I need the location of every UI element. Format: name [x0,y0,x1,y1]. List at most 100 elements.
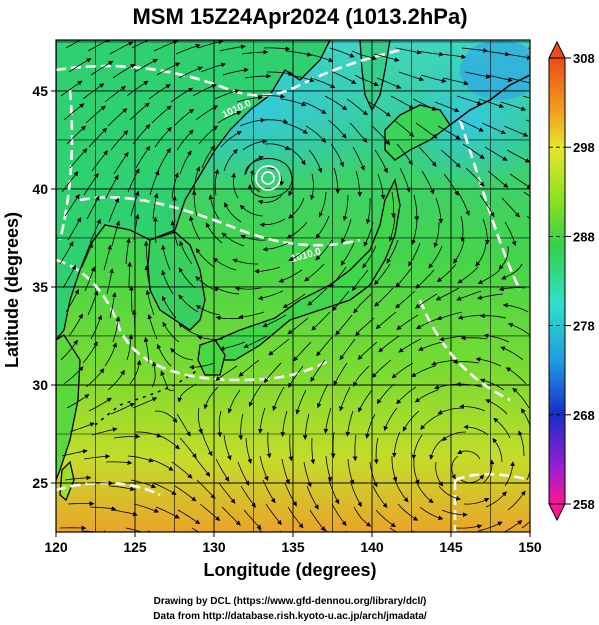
streamline [195,248,215,268]
streamline [396,386,417,405]
streamline [374,149,388,174]
streamline [263,46,291,52]
colorbar-tick-label: 308 [573,51,595,66]
streamline [238,413,244,441]
streamline [412,98,437,111]
streamline [156,62,181,76]
streamline [83,454,111,460]
streamline [332,71,357,84]
streamline [523,191,530,197]
streamline [456,290,482,301]
streamline [331,503,347,527]
streamline [151,361,157,388]
colorbar-gradient [548,57,566,505]
streamline [282,293,306,308]
streamline [191,527,200,532]
streamline [60,80,83,97]
streamline [286,221,308,239]
streamline [161,244,171,271]
streamline [331,290,350,312]
streamline [457,191,470,216]
streamline [189,362,216,370]
streamline [262,479,276,504]
streamline [302,534,320,552]
streamline [323,407,332,434]
streamline [414,389,439,403]
streamline [254,266,281,274]
streamline [195,105,218,121]
streamline [161,295,177,319]
streamline [132,124,151,145]
streamline [413,194,420,222]
streamline [85,368,105,388]
streamline [60,339,78,361]
streamline [395,290,416,309]
streamline [507,322,530,336]
y-tick-label: 30 [32,377,48,393]
landmass-hokkaido [384,104,451,161]
streamline [197,40,224,49]
streamline [136,431,162,438]
low-pressure-center [244,158,293,198]
streamline [237,461,250,486]
streamline [134,59,159,73]
streamline [156,343,172,367]
streamline [339,386,351,412]
streamline [388,215,396,242]
streamline [89,506,117,511]
streamline [389,527,398,532]
streamline [357,341,378,360]
credit-data: Data from http://database.rish.kyoto-u.a… [153,611,427,622]
streamline [283,122,308,134]
x-tick-label: 145 [439,539,463,555]
streamline [288,197,305,219]
streamline [126,334,134,361]
streamline [106,268,114,295]
streamline [330,143,345,168]
streamline [435,461,444,487]
streamline [414,293,438,309]
streamline [399,167,411,193]
streamline [479,378,505,391]
streamline [69,422,95,433]
streamline [396,314,419,330]
streamline [527,47,530,49]
streamline [355,317,375,337]
credit-drawing: Drawing by DCL (https://www.gfd-dennou.o… [154,596,427,607]
streamline [154,410,178,423]
streamline [374,263,391,286]
streamline [249,169,261,193]
streamline [383,407,398,431]
streamline [501,197,520,218]
streamline [413,458,420,485]
streamline [420,74,447,83]
streamline [104,534,129,538]
streamline [176,129,194,151]
streamline [91,150,108,172]
streamline [127,168,140,193]
streamline [411,365,436,378]
x-tick-label: 130 [202,539,226,555]
streamline [460,215,466,243]
streamline [221,232,245,247]
streamline [415,317,441,329]
streamline [129,359,142,385]
streamline [129,285,134,313]
streamline [437,125,461,140]
streamline [288,365,304,388]
streamline [133,213,140,241]
colorbar-tick-label: 288 [573,229,595,244]
streamline [522,95,530,99]
streamline [411,218,418,245]
streamline [362,245,377,269]
streamline [507,490,526,511]
streamline [108,197,120,223]
streamline [391,362,414,379]
streamline [127,455,154,463]
streamline [498,245,509,270]
streamline [87,290,99,316]
streamline [199,503,221,522]
streamline [90,60,114,76]
streamline [62,264,76,289]
streamline [349,122,368,143]
